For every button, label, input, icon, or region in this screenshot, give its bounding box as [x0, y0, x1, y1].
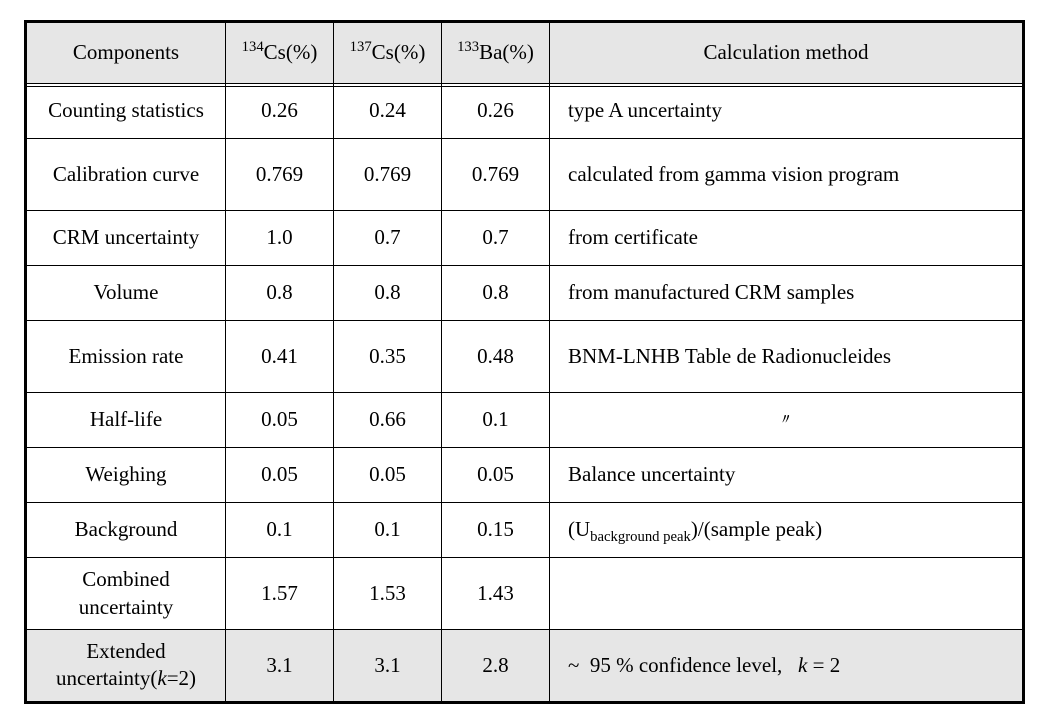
- cell-ba133: 0.8: [442, 266, 550, 321]
- cell-cs134: 0.05: [226, 448, 334, 503]
- cell-cs134: 0.05: [226, 393, 334, 448]
- cell-cs137: 0.66: [334, 393, 442, 448]
- cell-method: BNM-LNHB Table de Radionucleides: [550, 321, 1024, 393]
- cell-ba133: 1.43: [442, 558, 550, 630]
- page: Components 134Cs(%) 137Cs(%) 133Ba(%) Ca…: [0, 0, 1049, 721]
- cell-components: Combined uncertainty: [26, 558, 226, 630]
- col-header-ba133: 133Ba(%): [442, 22, 550, 84]
- cell-method: from manufactured CRM samples: [550, 266, 1024, 321]
- cell-components: Counting statistics: [26, 84, 226, 139]
- cell-method: from certificate: [550, 211, 1024, 266]
- table-footer-row: Extendeduncertainty(k=2)3.13.12.8~ 95 % …: [26, 630, 1024, 703]
- table-row: Half-life0.050.660.1〃: [26, 393, 1024, 448]
- cell-method: ~ 95 % confidence level, k = 2: [550, 630, 1024, 703]
- table-row: Counting statistics0.260.240.26type A un…: [26, 84, 1024, 139]
- cell-method: 〃: [550, 393, 1024, 448]
- cell-cs134: 0.1: [226, 503, 334, 558]
- cell-ba133: 0.05: [442, 448, 550, 503]
- cell-components: Calibration curve: [26, 139, 226, 211]
- table-body: Counting statistics0.260.240.26type A un…: [26, 84, 1024, 703]
- cell-ba133: 0.7: [442, 211, 550, 266]
- cell-components: Weighing: [26, 448, 226, 503]
- cell-cs134: 1.57: [226, 558, 334, 630]
- cell-ba133: 0.1: [442, 393, 550, 448]
- cell-cs134: 0.769: [226, 139, 334, 211]
- cell-components: Background: [26, 503, 226, 558]
- cell-cs137: 0.769: [334, 139, 442, 211]
- table-header-row: Components 134Cs(%) 137Cs(%) 133Ba(%) Ca…: [26, 22, 1024, 84]
- cell-cs134: 0.41: [226, 321, 334, 393]
- cell-components: Half-life: [26, 393, 226, 448]
- table-row: Emission rate0.410.350.48BNM-LNHB Table …: [26, 321, 1024, 393]
- cell-ba133: 2.8: [442, 630, 550, 703]
- uncertainty-table: Components 134Cs(%) 137Cs(%) 133Ba(%) Ca…: [24, 20, 1025, 704]
- cell-method: Balance uncertainty: [550, 448, 1024, 503]
- cell-components: Extendeduncertainty(k=2): [26, 630, 226, 703]
- cell-ba133: 0.769: [442, 139, 550, 211]
- table-row: Calibration curve0.7690.7690.769calculat…: [26, 139, 1024, 211]
- cell-cs134: 0.8: [226, 266, 334, 321]
- cell-cs137: 1.53: [334, 558, 442, 630]
- col-header-cs134: 134Cs(%): [226, 22, 334, 84]
- cell-ba133: 0.15: [442, 503, 550, 558]
- cell-cs137: 0.1: [334, 503, 442, 558]
- col-header-cs137: 137Cs(%): [334, 22, 442, 84]
- cell-cs137: 0.7: [334, 211, 442, 266]
- cell-method: calculated from gamma vision program: [550, 139, 1024, 211]
- cell-cs134: 1.0: [226, 211, 334, 266]
- cell-components: CRM uncertainty: [26, 211, 226, 266]
- table-row: Weighing0.050.050.05Balance uncertainty: [26, 448, 1024, 503]
- cell-cs137: 0.8: [334, 266, 442, 321]
- table-row: Combined uncertainty1.571.531.43: [26, 558, 1024, 630]
- cell-ba133: 0.26: [442, 84, 550, 139]
- table-row: CRM uncertainty1.00.70.7from certificate: [26, 211, 1024, 266]
- cell-cs137: 0.24: [334, 84, 442, 139]
- cell-method: type A uncertainty: [550, 84, 1024, 139]
- cell-method: (Ubackground peak)/(sample peak): [550, 503, 1024, 558]
- cell-ba133: 0.48: [442, 321, 550, 393]
- cell-components: Volume: [26, 266, 226, 321]
- cell-method: [550, 558, 1024, 630]
- col-header-components: Components: [26, 22, 226, 84]
- cell-cs134: 3.1: [226, 630, 334, 703]
- col-header-method: Calculation method: [550, 22, 1024, 84]
- table-row: Volume0.80.80.8from manufactured CRM sam…: [26, 266, 1024, 321]
- cell-cs137: 3.1: [334, 630, 442, 703]
- cell-cs137: 0.35: [334, 321, 442, 393]
- cell-components: Emission rate: [26, 321, 226, 393]
- cell-cs134: 0.26: [226, 84, 334, 139]
- table-row: Background0.10.10.15(Ubackground peak)/(…: [26, 503, 1024, 558]
- cell-cs137: 0.05: [334, 448, 442, 503]
